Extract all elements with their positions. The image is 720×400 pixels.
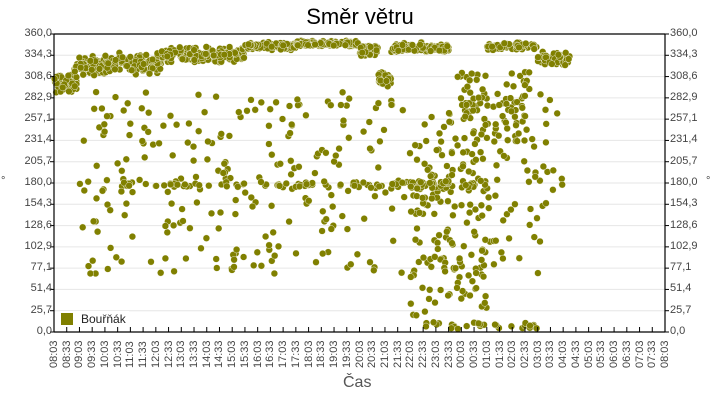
y-tick-label: 102,9 bbox=[670, 239, 698, 252]
x-tick-label: 03:03 bbox=[531, 340, 544, 368]
x-tick-label: 22:33 bbox=[417, 340, 430, 368]
x-tick-label: 15:33 bbox=[238, 340, 251, 368]
y-axis-unit-right: ° bbox=[706, 175, 711, 187]
x-tick-label: 10:03 bbox=[98, 340, 111, 368]
x-tick-label: 09:03 bbox=[73, 340, 86, 368]
y-tick-label: 282,9 bbox=[24, 90, 52, 103]
y-tick-label: 102,9 bbox=[24, 239, 52, 252]
x-tick-label: 23:33 bbox=[442, 340, 455, 368]
x-tick-label: 19:03 bbox=[328, 340, 341, 368]
y-tick-label: 154,3 bbox=[670, 197, 698, 210]
x-tick-label: 17:03 bbox=[277, 340, 290, 368]
y-tick-label: 360,0 bbox=[670, 27, 698, 39]
x-tick-label: 20:03 bbox=[353, 340, 366, 368]
gridlines bbox=[54, 54, 665, 312]
y-tick-label: 25,7 bbox=[30, 303, 52, 316]
y-tick-label: 51,4 bbox=[30, 282, 52, 295]
y-tick-label: 231,4 bbox=[670, 133, 698, 146]
y-tick-label: 128,6 bbox=[670, 218, 698, 231]
x-tick-label: 07:33 bbox=[646, 340, 659, 368]
x-tick-label: 11:03 bbox=[124, 341, 137, 368]
x-tick-label: 05:33 bbox=[595, 340, 608, 368]
x-tick-label: 15:03 bbox=[226, 340, 239, 368]
x-tick-label: 05:03 bbox=[582, 340, 595, 368]
y-tick-label: 128,6 bbox=[24, 218, 52, 231]
x-tick-label: 20:33 bbox=[366, 340, 379, 368]
x-tick-label: 10:33 bbox=[111, 340, 124, 368]
legend-swatch-icon bbox=[61, 313, 73, 325]
x-tick-label: 08:03 bbox=[659, 340, 671, 368]
x-tick-label: 12:03 bbox=[149, 340, 162, 368]
y-tick-label: 231,4 bbox=[24, 133, 52, 146]
x-tick-label: 19:33 bbox=[340, 340, 353, 368]
x-tick-label: 01:33 bbox=[493, 340, 506, 368]
x-tick-label: 21:33 bbox=[391, 340, 404, 368]
x-tick-label: 13:03 bbox=[175, 340, 188, 368]
y-tick-label: 257,1 bbox=[670, 112, 698, 125]
y-tick-label: 25,7 bbox=[670, 303, 692, 316]
x-tick-label: 01:03 bbox=[480, 340, 493, 368]
x-tick-label: 06:03 bbox=[608, 340, 621, 368]
y-tick-label: 257,1 bbox=[24, 112, 52, 125]
x-tick-label: 04:03 bbox=[557, 340, 570, 368]
y-tick-label: 51,4 bbox=[670, 282, 692, 295]
y-tick-label: 180,0 bbox=[24, 176, 52, 188]
x-tick-label: 02:33 bbox=[518, 340, 531, 368]
x-tick-label: 09:33 bbox=[86, 340, 99, 368]
legend: Bouřňák bbox=[60, 311, 129, 327]
y-tick-label: 180,0 bbox=[670, 176, 698, 188]
x-tick-label: 03:33 bbox=[544, 340, 557, 368]
y-tick-label: 334,3 bbox=[670, 48, 698, 61]
y-tick-label: 77,1 bbox=[670, 261, 692, 274]
y-tick-label: 0,0 bbox=[670, 325, 686, 337]
chart-title: Směr větru bbox=[306, 4, 414, 29]
x-axis-title: Čas bbox=[343, 374, 372, 391]
x-tick-label: 04:33 bbox=[569, 340, 582, 368]
y-tick-label: 205,7 bbox=[670, 154, 698, 167]
y-tick-label: 308,6 bbox=[24, 69, 52, 82]
x-tick-label: 08:03 bbox=[48, 340, 60, 368]
x-tick-label: 16:33 bbox=[264, 340, 277, 368]
y-tick-label: 154,3 bbox=[24, 197, 52, 210]
x-tick-label: 12:33 bbox=[162, 340, 175, 368]
x-tick-label: 22:03 bbox=[404, 340, 417, 368]
x-tick-label: 16:03 bbox=[251, 340, 264, 368]
axes bbox=[50, 33, 669, 333]
y-tick-label: 308,6 bbox=[670, 69, 698, 82]
x-tick-label: 00:33 bbox=[468, 340, 481, 368]
x-tick-label: 08:33 bbox=[60, 340, 73, 368]
x-tick-label: 02:03 bbox=[506, 340, 519, 368]
x-tick-label: 21:03 bbox=[378, 340, 391, 368]
x-tick-label: 17:33 bbox=[289, 340, 302, 368]
x-tick-label: 18:33 bbox=[315, 340, 328, 368]
y-tick-label: 77,1 bbox=[30, 261, 52, 274]
x-tick-label: 14:03 bbox=[200, 340, 213, 368]
x-tick-label: 13:33 bbox=[188, 340, 201, 368]
y-tick-label: 282,9 bbox=[670, 90, 698, 103]
x-tick-label: 14:33 bbox=[213, 340, 226, 368]
y-tick-label: 205,7 bbox=[24, 154, 52, 167]
y-tick-label: 334,3 bbox=[24, 48, 52, 61]
y-axis-unit-left: ° bbox=[1, 175, 6, 187]
y-tick-label: 0,0 bbox=[36, 325, 52, 337]
x-tick-label: 00:03 bbox=[455, 340, 468, 368]
y-tick-label: 360,0 bbox=[24, 27, 52, 39]
x-tick-label: 06:33 bbox=[620, 340, 633, 368]
legend-label: Bouřňák bbox=[81, 312, 126, 326]
x-tick-label: 07:03 bbox=[633, 340, 646, 368]
x-tick-label: 23:03 bbox=[429, 340, 442, 368]
data-points bbox=[50, 37, 574, 333]
x-tick-label: 11:33 bbox=[137, 341, 150, 368]
x-tick-label: 18:03 bbox=[302, 340, 315, 368]
